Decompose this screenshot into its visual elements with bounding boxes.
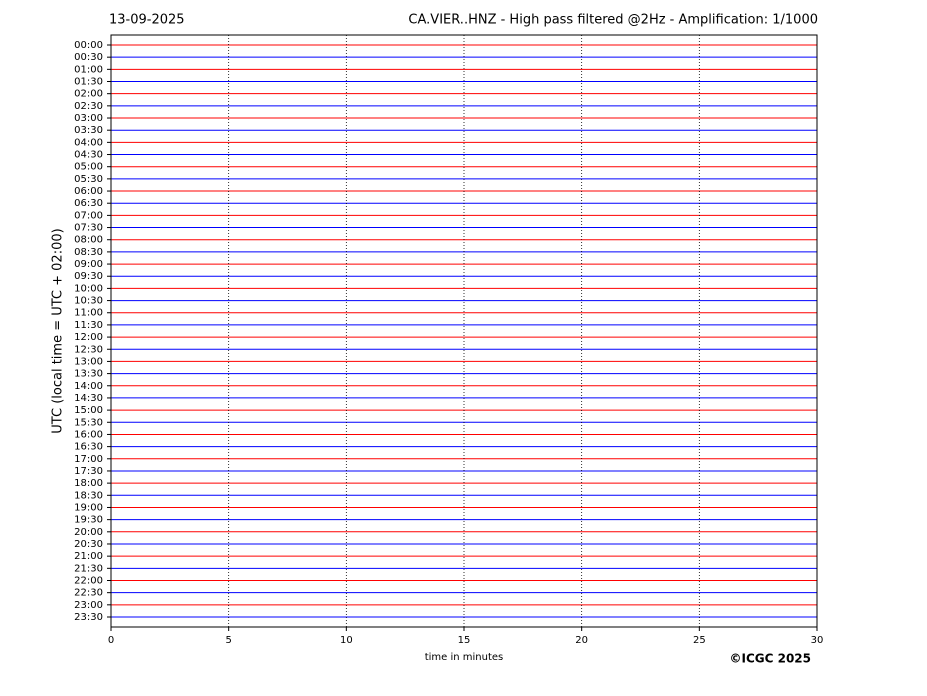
y-tick-label: 19:30 <box>74 515 103 526</box>
y-tick-label: 09:30 <box>74 271 103 282</box>
y-tick-label: 00:30 <box>74 52 103 63</box>
chart-title: CA.VIER..HNZ - High pass filtered @2Hz -… <box>408 13 818 28</box>
x-axis-label: time in minutes <box>425 652 504 663</box>
y-tick-label: 05:30 <box>74 174 103 185</box>
x-tick-label: 15 <box>458 635 471 646</box>
y-tick-label: 08:30 <box>74 247 103 258</box>
y-tick-label: 11:00 <box>74 308 103 319</box>
y-tick-label: 06:30 <box>74 198 103 209</box>
x-tick-label: 10 <box>340 635 353 646</box>
y-tick-label: 16:30 <box>74 442 103 453</box>
y-tick-label: 06:00 <box>74 186 103 197</box>
y-tick-label: 14:00 <box>74 381 103 392</box>
y-tick-label: 04:00 <box>74 137 103 148</box>
plot-frame <box>110 34 818 628</box>
x-tick-label: 5 <box>225 635 231 646</box>
y-tick-label: 03:00 <box>74 113 103 124</box>
y-tick-label: 17:00 <box>74 454 103 465</box>
y-tick-label: 14:30 <box>74 393 103 404</box>
y-axis-label: UTC (local time = UTC + 02:00) <box>51 228 66 433</box>
y-tick-label: 03:30 <box>74 125 103 136</box>
y-tick-label: 23:30 <box>74 612 103 623</box>
y-tick-label: 17:30 <box>74 466 103 477</box>
y-tick-label: 21:30 <box>74 563 103 574</box>
y-tick-label: 09:00 <box>74 259 103 270</box>
y-tick-label: 07:30 <box>74 223 103 234</box>
y-tick-label: 01:00 <box>74 64 103 75</box>
x-tick-label: 20 <box>575 635 588 646</box>
y-tick-label: 13:30 <box>74 369 103 380</box>
x-tick-label: 25 <box>693 635 706 646</box>
y-tick-label: 10:00 <box>74 283 103 294</box>
y-tick-label: 02:30 <box>74 101 103 112</box>
x-tick-label: 0 <box>108 635 114 646</box>
y-tick-label: 08:00 <box>74 235 103 246</box>
y-tick-label: 02:00 <box>74 89 103 100</box>
y-tick-label: 15:30 <box>74 417 103 428</box>
y-tick-label: 22:00 <box>74 575 103 586</box>
y-tick-label: 20:00 <box>74 527 103 538</box>
y-tick-label: 13:00 <box>74 356 103 367</box>
y-tick-label: 04:30 <box>74 150 103 161</box>
y-tick-label: 11:30 <box>74 320 103 331</box>
y-tick-label: 00:00 <box>74 40 103 51</box>
y-tick-label: 18:00 <box>74 478 103 489</box>
copyright: ©ICGC 2025 <box>729 652 811 666</box>
y-tick-label: 20:30 <box>74 539 103 550</box>
y-tick-label: 22:30 <box>74 588 103 599</box>
y-tick-label: 21:00 <box>74 551 103 562</box>
y-tick-label: 19:00 <box>74 502 103 513</box>
y-tick-label: 16:00 <box>74 429 103 440</box>
y-tick-label: 01:30 <box>74 77 103 88</box>
y-tick-label: 18:30 <box>74 490 103 501</box>
x-tick-label: 30 <box>811 635 824 646</box>
y-tick-label: 15:00 <box>74 405 103 416</box>
chart-date: 13-09-2025 <box>109 13 185 28</box>
y-tick-label: 05:00 <box>74 162 103 173</box>
y-tick-label: 07:00 <box>74 210 103 221</box>
y-tick-label: 12:30 <box>74 344 103 355</box>
y-tick-label: 10:30 <box>74 296 103 307</box>
y-tick-label: 12:00 <box>74 332 103 343</box>
y-tick-label: 23:00 <box>74 600 103 611</box>
